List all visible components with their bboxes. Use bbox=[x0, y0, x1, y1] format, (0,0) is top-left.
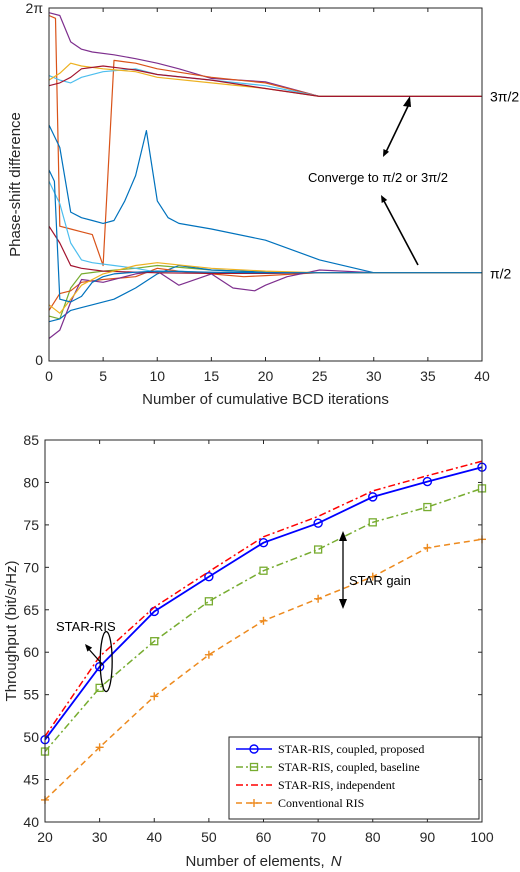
series-line-12 bbox=[48, 225, 482, 274]
data-point bbox=[313, 545, 323, 554]
data-point bbox=[423, 502, 432, 512]
x-axis-label: Number of elements, N bbox=[185, 853, 341, 870]
y-tick-label: 50 bbox=[23, 729, 39, 745]
x-tick-label: 40 bbox=[474, 368, 490, 384]
x-axis-label-variable: N bbox=[331, 853, 342, 870]
legend-label-4: Conventional RIS bbox=[278, 796, 364, 810]
legend-marker-2 bbox=[249, 762, 259, 772]
y-tick-label: 2π bbox=[26, 0, 44, 16]
x-tick-label: 90 bbox=[420, 829, 436, 845]
arrow-head-gain-bottom bbox=[339, 599, 347, 609]
legend-label-3: STAR-RIS, independent bbox=[278, 778, 396, 792]
x-tick-label: 30 bbox=[366, 368, 382, 384]
y-tick-label: 70 bbox=[23, 559, 39, 575]
series-line-14 bbox=[48, 169, 482, 303]
x-tick-label: 5 bbox=[99, 368, 107, 384]
series-line-2 bbox=[44, 487, 483, 752]
data-point bbox=[204, 597, 214, 606]
x-tick-label: 40 bbox=[146, 829, 162, 845]
y-tick-label: 65 bbox=[23, 602, 39, 618]
arrow-head-lower bbox=[383, 149, 390, 157]
y-tick-label: 0 bbox=[35, 352, 43, 368]
x-tick-label: 0 bbox=[45, 368, 53, 384]
series-line-6 bbox=[48, 65, 482, 98]
legend-marker-1 bbox=[249, 744, 259, 754]
annotation-converge: Converge to π/2 or 3π/2 bbox=[308, 170, 448, 185]
annotation-star-gain: STAR gain bbox=[349, 573, 411, 588]
y-axis-label: Phase-shift difference bbox=[7, 112, 24, 257]
data-point bbox=[259, 566, 268, 575]
legend-label-2: STAR-RIS, coupled, baseline bbox=[278, 760, 420, 774]
x-tick-label: 60 bbox=[256, 829, 272, 845]
series-line-3 bbox=[48, 124, 482, 274]
x-tick-label: 15 bbox=[204, 368, 220, 384]
arrow-head-star-ris bbox=[85, 644, 93, 652]
throughput-chart: 20 30 40 50 60 70 80 90 100 40 45 50 55 60 65 70 75 80 85 S… bbox=[3, 432, 494, 870]
data-point bbox=[313, 518, 323, 528]
annotation-arrow-down bbox=[383, 200, 419, 266]
x-axis-label-text: Number of elements, bbox=[185, 853, 324, 870]
x-tick-label: 100 bbox=[470, 829, 494, 845]
x-tick-label: 20 bbox=[258, 368, 274, 384]
annotation-arrow-up bbox=[385, 101, 411, 153]
legend-box bbox=[228, 736, 480, 820]
right-label-pi-2: π/2 bbox=[490, 266, 512, 282]
phase-shift-chart: 0 5 10 15 20 25 30 35 40 0 2π 3π/2 π/2 Converge to π/… bbox=[7, 0, 519, 408]
y-tick-label: 80 bbox=[23, 474, 39, 490]
x-tick-label: 70 bbox=[310, 829, 326, 845]
arrow-head-gain-top bbox=[339, 531, 347, 541]
data-point bbox=[368, 518, 377, 527]
y-axis-label: Throughput (bit/s/Hz) bbox=[3, 561, 20, 702]
data-point bbox=[150, 637, 159, 646]
data-point bbox=[204, 571, 214, 582]
series-line-1 bbox=[44, 466, 483, 741]
x-tick-label: 50 bbox=[201, 829, 217, 845]
x-tick-label: 80 bbox=[365, 829, 381, 845]
data-point bbox=[258, 538, 269, 548]
right-label-3pi-2: 3π/2 bbox=[490, 88, 519, 104]
y-tick-label: 55 bbox=[23, 687, 39, 703]
series-line-2 bbox=[48, 14, 482, 267]
y-tick-label: 40 bbox=[23, 814, 39, 830]
legend-label-1: STAR-RIS, coupled, proposed bbox=[278, 742, 424, 756]
x-tick-label: 30 bbox=[92, 829, 108, 845]
arrow-head-upper bbox=[381, 195, 388, 203]
annotation-star-ris: STAR-RIS bbox=[56, 619, 116, 634]
series-line-10 bbox=[48, 269, 482, 339]
data-point bbox=[422, 476, 433, 487]
series-line-3 bbox=[44, 460, 483, 737]
x-tick-label: 10 bbox=[149, 368, 165, 384]
x-tick-label: 20 bbox=[37, 829, 53, 845]
y-tick-label: 85 bbox=[23, 432, 39, 448]
x-axis-label: Number of cumulative BCD iterations bbox=[142, 391, 389, 408]
legend: STAR-RIS, coupled, proposed STAR-RIS, cou… bbox=[228, 736, 480, 820]
series-line-11 bbox=[48, 180, 482, 274]
data-point bbox=[368, 492, 378, 502]
arrow-head-up bbox=[403, 96, 411, 107]
x-tick-label: 25 bbox=[312, 368, 328, 384]
y-tick-label: 45 bbox=[23, 772, 39, 788]
y-tick-label: 60 bbox=[23, 644, 39, 660]
x-tick-label: 35 bbox=[420, 368, 436, 384]
y-tick-label: 75 bbox=[23, 517, 39, 533]
series-line-1 bbox=[48, 12, 482, 98]
series-line-9 bbox=[48, 267, 482, 311]
